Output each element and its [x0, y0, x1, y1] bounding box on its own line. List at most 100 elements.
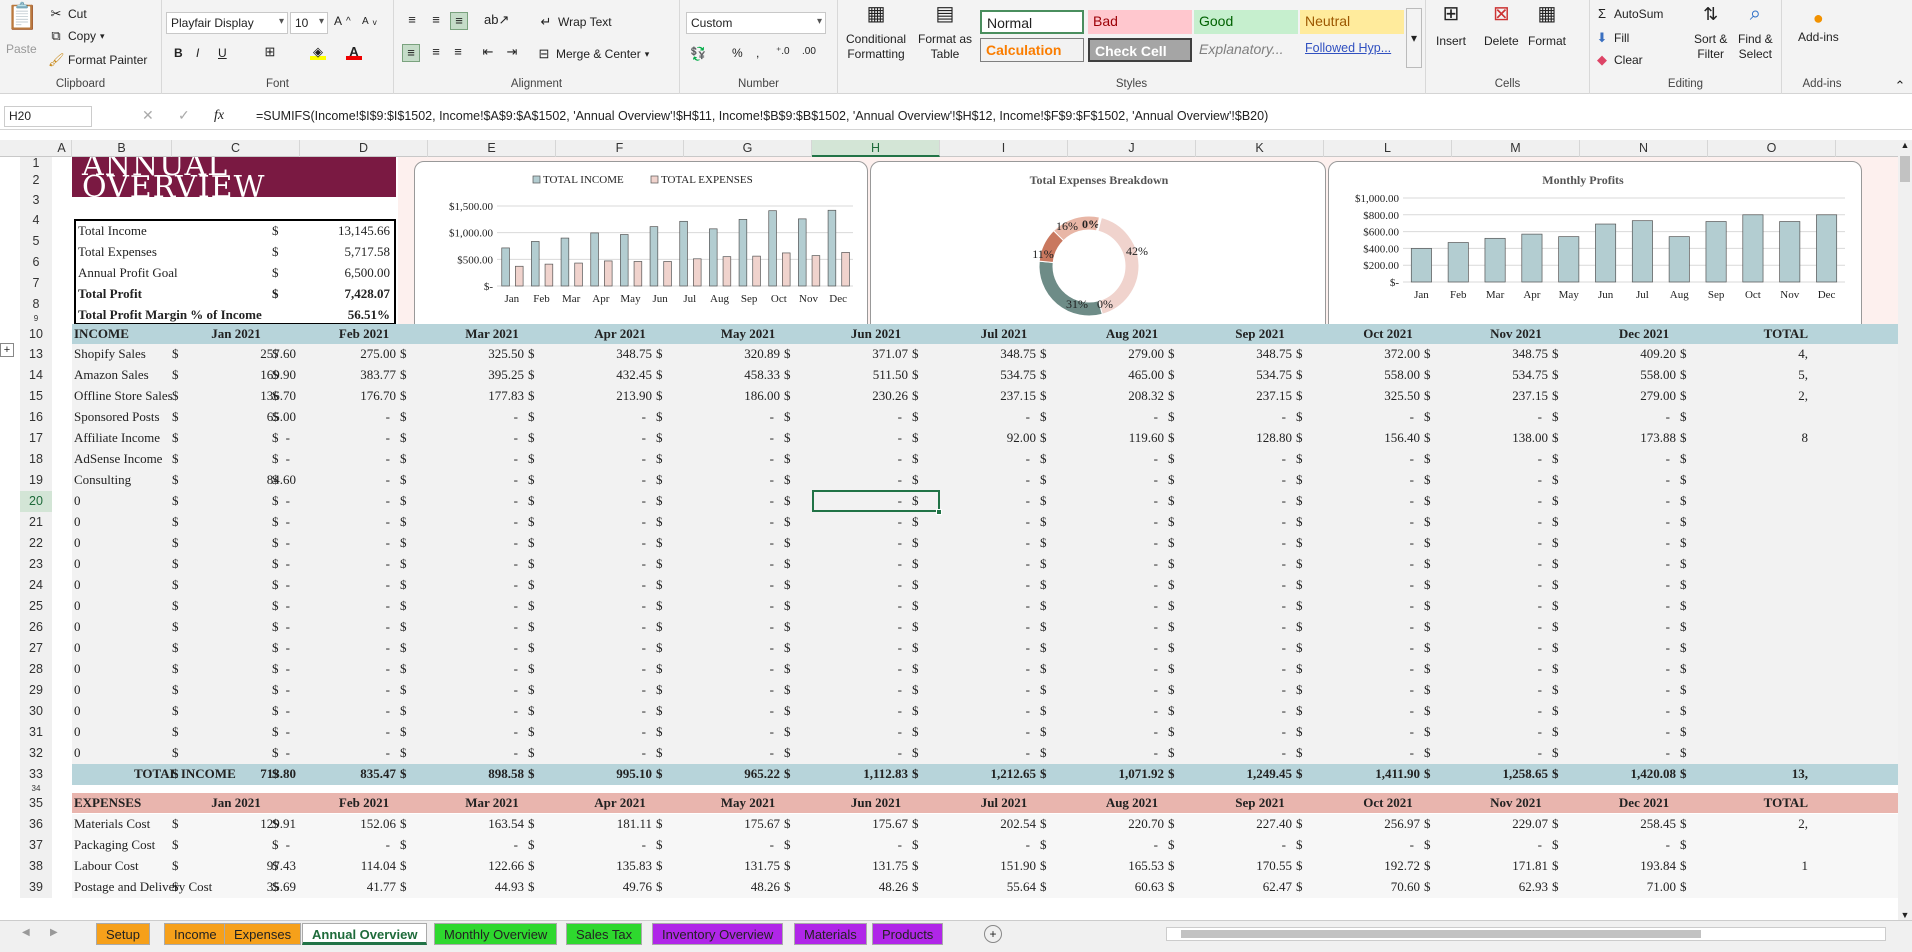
- value-cell[interactable]: 558.00: [1640, 367, 1676, 382]
- scroll-down-icon[interactable]: ▼: [1900, 910, 1910, 920]
- italic-button[interactable]: I: [196, 46, 200, 60]
- value-cell[interactable]: -: [769, 837, 774, 852]
- value-cell[interactable]: 371.07: [872, 346, 908, 361]
- value-cell[interactable]: -: [1537, 619, 1542, 634]
- value-cell[interactable]: 48.26: [878, 879, 908, 894]
- value-cell[interactable]: -: [897, 640, 902, 655]
- font-size-select[interactable]: 10: [290, 12, 328, 34]
- value-cell[interactable]: -: [897, 409, 902, 424]
- value-cell[interactable]: -: [385, 619, 390, 634]
- value-cell[interactable]: -: [1025, 724, 1030, 739]
- value-cell[interactable]: 165.53: [1128, 858, 1164, 873]
- value-cell[interactable]: -: [1665, 703, 1670, 718]
- value-cell[interactable]: -: [897, 598, 902, 613]
- value-cell[interactable]: 237.15: [1512, 388, 1548, 403]
- value-cell[interactable]: 898.58: [488, 766, 524, 781]
- value-cell[interactable]: -: [1281, 837, 1286, 852]
- value-cell[interactable]: -: [897, 837, 902, 852]
- value-cell[interactable]: 320.89: [744, 346, 780, 361]
- value-cell[interactable]: 256.97: [1384, 816, 1420, 831]
- find-select-button[interactable]: ⌕ Find & Select: [1738, 4, 1773, 62]
- format-as-table-button[interactable]: ▤ Format as Table: [918, 4, 972, 62]
- value-cell[interactable]: 44.93: [494, 879, 524, 894]
- value-cell[interactable]: 432.45: [616, 367, 652, 382]
- value-cell[interactable]: -: [769, 577, 774, 592]
- borders-button[interactable]: ⊞: [262, 44, 278, 60]
- align-bottom-button[interactable]: ≡: [450, 12, 468, 30]
- value-cell[interactable]: -: [1153, 451, 1158, 466]
- value-cell[interactable]: -: [1537, 556, 1542, 571]
- currency-button[interactable]: 💱: [690, 46, 706, 62]
- row-header-19[interactable]: 19: [20, 470, 52, 491]
- value-cell[interactable]: 171.81: [1512, 858, 1548, 873]
- tab-products[interactable]: Products: [872, 923, 944, 945]
- value-cell[interactable]: 62.47: [1262, 879, 1292, 894]
- delete-button[interactable]: ⊠ Delete: [1484, 4, 1519, 48]
- value-cell[interactable]: -: [1281, 682, 1286, 697]
- hscroll-thumb[interactable]: [1181, 930, 1701, 938]
- value-cell[interactable]: -: [1281, 598, 1286, 613]
- value-cell[interactable]: -: [285, 661, 290, 676]
- value-cell[interactable]: -: [897, 745, 902, 760]
- value-cell[interactable]: -: [897, 682, 902, 697]
- value-cell[interactable]: 192.72: [1384, 858, 1420, 873]
- value-cell[interactable]: -: [1153, 640, 1158, 655]
- column-header-D[interactable]: D: [300, 140, 428, 157]
- value-cell[interactable]: -: [513, 535, 518, 550]
- value-cell[interactable]: 348.75: [616, 346, 652, 361]
- value-cell[interactable]: 202.54: [1000, 816, 1036, 831]
- value-cell[interactable]: -: [1537, 451, 1542, 466]
- value-cell[interactable]: -: [1025, 409, 1030, 424]
- value-cell[interactable]: -: [1409, 535, 1414, 550]
- value-cell[interactable]: -: [513, 451, 518, 466]
- value-cell[interactable]: 128.80: [1256, 430, 1292, 445]
- value-cell[interactable]: -: [1409, 598, 1414, 613]
- value-cell[interactable]: -: [513, 703, 518, 718]
- value-cell[interactable]: -: [1153, 514, 1158, 529]
- underline-button[interactable]: U: [218, 46, 227, 60]
- row-header-32[interactable]: 32: [20, 743, 52, 764]
- value-cell[interactable]: -: [769, 556, 774, 571]
- row-header-28[interactable]: 28: [20, 659, 52, 680]
- value-cell[interactable]: 84.60: [266, 472, 296, 487]
- scroll-up-icon[interactable]: ▲: [1900, 140, 1910, 150]
- merge-center-button[interactable]: ⊟ Merge & Center ▾: [536, 46, 650, 62]
- value-cell[interactable]: -: [1409, 745, 1414, 760]
- value-cell[interactable]: -: [285, 451, 290, 466]
- row-header-30[interactable]: 30: [20, 701, 52, 722]
- value-cell[interactable]: 237.15: [1000, 388, 1036, 403]
- value-cell[interactable]: -: [641, 703, 646, 718]
- tab-scroll-right-icon[interactable]: ▶: [50, 927, 58, 938]
- value-cell[interactable]: -: [641, 745, 646, 760]
- sort-filter-button[interactable]: ⇅ Sort & Filter: [1694, 5, 1727, 62]
- value-cell[interactable]: 275.00: [360, 346, 396, 361]
- autosum-button[interactable]: Σ AutoSum: [1594, 6, 1663, 22]
- value-cell[interactable]: -: [1281, 745, 1286, 760]
- value-cell[interactable]: 175.67: [744, 816, 780, 831]
- value-cell[interactable]: 534.75: [1256, 367, 1292, 382]
- value-cell[interactable]: 177.83: [488, 388, 524, 403]
- value-cell[interactable]: -: [769, 703, 774, 718]
- value-cell[interactable]: -: [385, 514, 390, 529]
- group-expand-button[interactable]: +: [0, 343, 14, 357]
- style-check-cell[interactable]: Check Cell: [1088, 38, 1192, 62]
- paste-button[interactable]: 📋 Paste: [6, 3, 39, 56]
- value-cell[interactable]: 138.00: [1512, 430, 1548, 445]
- value-cell[interactable]: -: [1281, 493, 1286, 508]
- value-cell[interactable]: -: [385, 493, 390, 508]
- value-cell[interactable]: -: [641, 619, 646, 634]
- value-cell[interactable]: -: [1281, 619, 1286, 634]
- value-cell[interactable]: -: [1537, 682, 1542, 697]
- value-cell[interactable]: -: [385, 745, 390, 760]
- value-cell[interactable]: -: [513, 640, 518, 655]
- format-cells-button[interactable]: ▦ Format: [1528, 4, 1566, 48]
- row-header-38[interactable]: 38: [20, 856, 52, 877]
- value-cell[interactable]: -: [1025, 682, 1030, 697]
- value-cell[interactable]: -: [1153, 745, 1158, 760]
- value-cell[interactable]: -: [1025, 577, 1030, 592]
- value-cell[interactable]: -: [1153, 661, 1158, 676]
- value-cell[interactable]: -: [769, 661, 774, 676]
- value-cell[interactable]: 41.77: [366, 879, 396, 894]
- row-header-5[interactable]: 5: [20, 231, 52, 252]
- value-cell[interactable]: -: [1281, 472, 1286, 487]
